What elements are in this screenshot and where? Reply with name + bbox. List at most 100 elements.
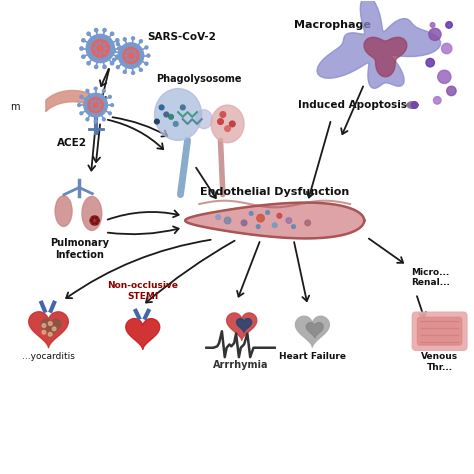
Circle shape (145, 46, 148, 49)
Circle shape (96, 44, 98, 46)
Circle shape (95, 100, 97, 101)
Circle shape (109, 112, 111, 115)
Text: Non-occlusive
STEMI: Non-occlusive STEMI (107, 281, 178, 301)
Circle shape (241, 220, 247, 226)
Circle shape (103, 44, 105, 46)
Circle shape (48, 322, 52, 325)
Circle shape (116, 55, 119, 58)
Circle shape (169, 115, 173, 119)
Text: ...yocarditis: ...yocarditis (22, 353, 75, 362)
Circle shape (90, 104, 92, 106)
Ellipse shape (155, 89, 201, 140)
Circle shape (110, 32, 114, 36)
Text: Endothelial Dysfunction: Endothelial Dysfunction (200, 187, 349, 197)
FancyBboxPatch shape (418, 318, 462, 345)
Circle shape (99, 104, 101, 106)
Circle shape (118, 47, 121, 50)
Circle shape (80, 95, 83, 98)
Circle shape (84, 93, 108, 117)
Circle shape (103, 65, 106, 69)
Circle shape (92, 217, 94, 219)
Circle shape (447, 86, 456, 96)
Circle shape (127, 51, 128, 53)
Circle shape (88, 98, 103, 113)
Circle shape (132, 37, 135, 40)
Circle shape (224, 217, 231, 224)
Circle shape (91, 107, 93, 109)
Circle shape (92, 222, 94, 224)
Circle shape (134, 58, 135, 60)
Polygon shape (295, 316, 329, 347)
Text: SARS-CoV-2: SARS-CoV-2 (147, 32, 216, 42)
Circle shape (117, 43, 119, 46)
Circle shape (130, 50, 132, 52)
Circle shape (90, 216, 100, 225)
Circle shape (86, 35, 115, 63)
Circle shape (48, 332, 52, 336)
Circle shape (130, 59, 132, 61)
Polygon shape (126, 319, 160, 349)
Circle shape (118, 43, 144, 68)
Polygon shape (29, 312, 68, 347)
Circle shape (112, 58, 116, 61)
Circle shape (91, 39, 109, 57)
Circle shape (94, 47, 96, 49)
Text: Phagolysosome: Phagolysosome (156, 74, 242, 84)
Circle shape (181, 105, 185, 110)
Ellipse shape (196, 110, 212, 128)
Circle shape (86, 90, 89, 92)
Text: Micro...
Renal...: Micro... Renal... (411, 268, 450, 287)
Circle shape (173, 121, 178, 126)
Circle shape (87, 32, 90, 36)
Circle shape (411, 102, 418, 109)
Polygon shape (364, 37, 407, 77)
Circle shape (80, 47, 83, 50)
Text: Pulmonary
Infection: Pulmonary Infection (50, 238, 109, 260)
Circle shape (94, 87, 97, 90)
Circle shape (218, 118, 223, 124)
Ellipse shape (82, 197, 102, 230)
Circle shape (94, 28, 98, 32)
Circle shape (96, 51, 98, 53)
Circle shape (117, 65, 119, 69)
Circle shape (78, 104, 81, 107)
Circle shape (249, 211, 253, 215)
Circle shape (98, 107, 100, 109)
Circle shape (123, 38, 126, 41)
Ellipse shape (407, 102, 418, 109)
Circle shape (292, 225, 295, 228)
Polygon shape (317, 0, 440, 88)
Circle shape (86, 118, 89, 121)
Text: Heart Failure: Heart Failure (279, 353, 346, 362)
Circle shape (97, 219, 99, 221)
Text: Induced Apoptosis: Induced Apoptosis (298, 100, 407, 110)
Circle shape (103, 28, 106, 32)
Circle shape (42, 324, 46, 328)
Circle shape (125, 55, 127, 56)
Circle shape (94, 65, 98, 69)
Circle shape (159, 105, 164, 110)
Circle shape (98, 101, 100, 103)
Text: ACE2: ACE2 (57, 138, 87, 148)
Circle shape (266, 210, 270, 214)
Circle shape (256, 225, 260, 228)
Circle shape (102, 118, 105, 121)
Circle shape (91, 101, 93, 103)
Circle shape (105, 47, 107, 49)
Circle shape (441, 43, 452, 54)
Circle shape (139, 40, 142, 43)
Circle shape (95, 109, 97, 110)
Text: Macrophage: Macrophage (293, 20, 370, 30)
Circle shape (116, 39, 119, 42)
Circle shape (112, 50, 116, 53)
Circle shape (135, 55, 137, 56)
Circle shape (80, 112, 83, 115)
Circle shape (123, 70, 126, 73)
Circle shape (145, 62, 148, 65)
Circle shape (273, 223, 277, 228)
Polygon shape (237, 319, 252, 332)
Circle shape (434, 97, 441, 104)
Text: m: m (10, 102, 19, 112)
Circle shape (132, 72, 135, 74)
Circle shape (87, 62, 90, 65)
